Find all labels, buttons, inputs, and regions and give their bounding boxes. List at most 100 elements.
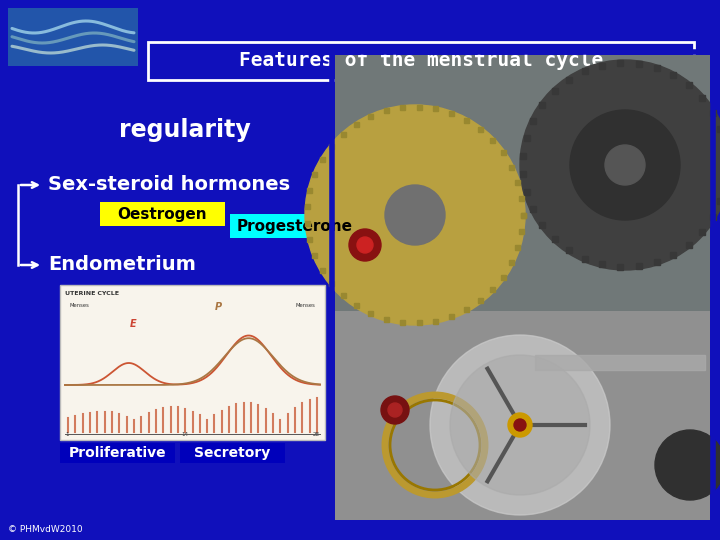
Bar: [329, 144, 334, 149]
Circle shape: [514, 419, 526, 431]
Bar: [433, 319, 438, 323]
Circle shape: [430, 335, 610, 515]
Text: Progesterone: Progesterone: [237, 219, 353, 233]
Circle shape: [388, 403, 402, 417]
Bar: [535, 355, 705, 370]
Bar: [307, 188, 312, 193]
Bar: [312, 172, 318, 177]
Bar: [521, 213, 526, 218]
Text: Endometrium: Endometrium: [48, 255, 196, 274]
Bar: [539, 222, 546, 228]
Bar: [312, 253, 318, 258]
Bar: [335, 55, 710, 310]
Text: UTERINE CYCLE: UTERINE CYCLE: [65, 291, 119, 296]
Text: E: E: [130, 319, 137, 329]
Bar: [490, 138, 495, 143]
Circle shape: [349, 229, 381, 261]
Bar: [566, 247, 572, 253]
Bar: [699, 229, 705, 235]
Bar: [180, 443, 285, 463]
Bar: [384, 109, 389, 113]
Bar: [710, 110, 716, 116]
Bar: [599, 261, 606, 267]
Bar: [490, 287, 495, 292]
Bar: [552, 88, 557, 94]
Bar: [341, 293, 346, 298]
Circle shape: [508, 413, 532, 437]
Bar: [521, 213, 526, 218]
Text: © PHMvdW2010: © PHMvdW2010: [8, 525, 83, 534]
Bar: [433, 106, 438, 111]
Bar: [718, 198, 720, 204]
Bar: [582, 256, 588, 262]
Text: Proliferative: Proliferative: [68, 446, 166, 460]
Bar: [60, 443, 175, 463]
Bar: [566, 77, 572, 83]
Bar: [523, 189, 530, 195]
Bar: [685, 82, 692, 88]
Bar: [618, 264, 624, 270]
Bar: [478, 126, 483, 132]
Circle shape: [570, 110, 680, 220]
Circle shape: [450, 355, 590, 495]
Text: 28: 28: [313, 432, 320, 437]
Bar: [552, 236, 557, 242]
Text: 1: 1: [65, 432, 68, 437]
Bar: [654, 259, 660, 265]
Bar: [618, 60, 624, 66]
Bar: [636, 263, 642, 269]
Bar: [329, 281, 334, 286]
Bar: [307, 237, 312, 242]
Bar: [332, 52, 713, 523]
Bar: [384, 316, 389, 322]
Bar: [400, 320, 405, 325]
Bar: [519, 196, 524, 201]
Bar: [400, 105, 405, 110]
Circle shape: [520, 60, 720, 270]
Bar: [60, 285, 325, 440]
Circle shape: [605, 145, 645, 185]
Bar: [320, 157, 325, 163]
Bar: [516, 180, 521, 185]
Bar: [521, 171, 526, 177]
Text: Sex-steroid hormones: Sex-steroid hormones: [48, 176, 290, 194]
Text: P: P: [215, 302, 222, 312]
Bar: [354, 122, 359, 127]
Bar: [582, 68, 588, 74]
Bar: [509, 260, 514, 266]
Text: Menses: Menses: [70, 303, 90, 308]
Bar: [305, 204, 310, 209]
Bar: [530, 206, 536, 212]
Circle shape: [385, 185, 445, 245]
Circle shape: [655, 430, 720, 500]
Bar: [523, 135, 530, 141]
Bar: [369, 311, 374, 316]
Bar: [670, 252, 676, 258]
Bar: [599, 63, 606, 69]
Bar: [449, 111, 454, 116]
Bar: [464, 307, 469, 312]
Bar: [354, 303, 359, 308]
Bar: [335, 55, 710, 520]
Bar: [100, 202, 225, 226]
FancyBboxPatch shape: [148, 42, 694, 80]
Circle shape: [381, 396, 409, 424]
Text: regularity: regularity: [119, 118, 251, 142]
Bar: [516, 245, 521, 250]
Bar: [449, 314, 454, 319]
Circle shape: [305, 105, 525, 325]
FancyBboxPatch shape: [8, 8, 138, 66]
Bar: [335, 310, 710, 520]
Bar: [521, 153, 526, 159]
Bar: [341, 132, 346, 137]
Bar: [501, 275, 506, 280]
Bar: [417, 105, 422, 110]
Bar: [699, 95, 705, 101]
Bar: [539, 102, 546, 108]
Text: Features of the menstrual cycle: Features of the menstrual cycle: [239, 51, 603, 71]
Bar: [685, 242, 692, 248]
Bar: [530, 118, 536, 124]
Bar: [369, 114, 374, 119]
Bar: [305, 221, 310, 226]
Text: Menses: Menses: [295, 303, 315, 308]
